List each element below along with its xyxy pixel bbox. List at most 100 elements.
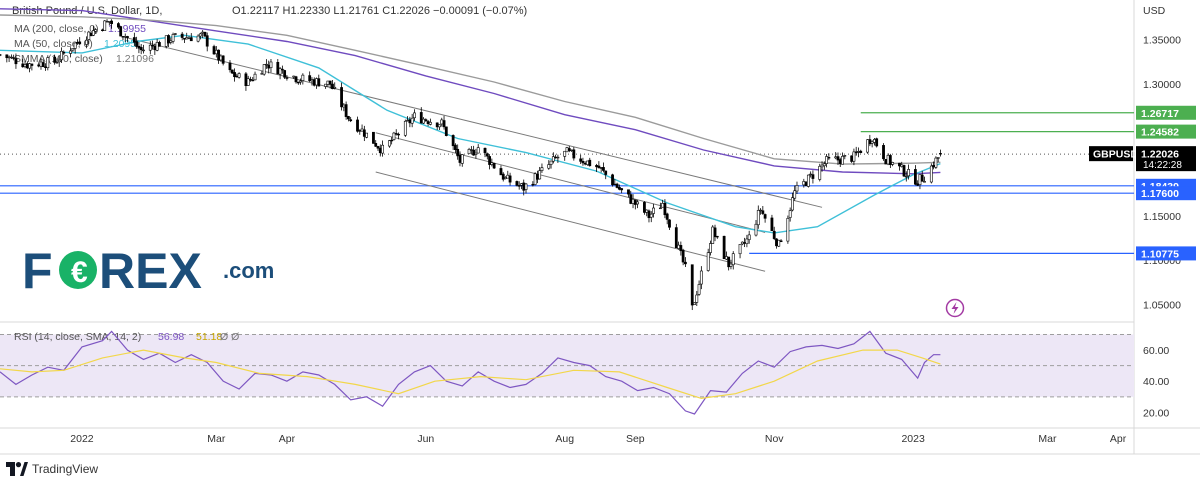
- legend-ma200[interactable]: MA (200, close, 0): [14, 23, 99, 35]
- candle-body: [913, 169, 917, 185]
- x-axis-tick: Mar: [207, 433, 226, 445]
- candle-body: [139, 47, 143, 51]
- candle-body: [763, 214, 767, 219]
- candle-body: [454, 144, 457, 151]
- legend-ma50-value: 1.2095: [104, 38, 136, 50]
- channel-line-2: [125, 37, 823, 208]
- candle-body: [599, 167, 603, 169]
- svg-text:€: €: [71, 256, 88, 289]
- candle-body: [428, 121, 432, 125]
- candle-body: [187, 37, 191, 40]
- candle-body: [173, 33, 177, 35]
- tradingview-brand[interactable]: TradingView: [6, 460, 98, 478]
- candle-body: [770, 217, 774, 231]
- candle-body: [547, 164, 551, 169]
- candle-body: [78, 41, 82, 45]
- candle-body: [362, 129, 366, 137]
- legend-smma[interactable]: SMMA (100, close): [14, 53, 103, 65]
- candle-body: [397, 133, 400, 136]
- candle-body: [663, 202, 667, 216]
- candle-body: [0, 54, 2, 56]
- candle-body: [615, 183, 619, 188]
- candle-body: [460, 154, 464, 164]
- candle-body: [827, 157, 831, 159]
- candle-body: [875, 138, 879, 147]
- candle-body: [107, 21, 111, 23]
- candle-body: [492, 162, 496, 169]
- candle-body: [804, 181, 808, 187]
- candle-body: [841, 155, 844, 165]
- candle-body: [488, 156, 491, 165]
- candle-body: [850, 155, 854, 162]
- candle-body: [679, 245, 683, 252]
- candle-body: [262, 64, 266, 75]
- candle-body: [870, 141, 874, 144]
- candle-body: [424, 119, 428, 122]
- candle-body: [549, 160, 553, 165]
- rsi-axis-tick: 60.00: [1143, 345, 1169, 357]
- level-label-box: [1136, 124, 1196, 139]
- candle-body: [920, 174, 924, 182]
- candle-body: [185, 37, 189, 40]
- chart-legend: British Pound / U.S. Dollar, 1D, O1.2211…: [12, 5, 527, 343]
- candle-body: [233, 72, 236, 78]
- candle-body: [809, 173, 813, 176]
- candle-body: [406, 119, 410, 122]
- rsi-pane: [0, 330, 941, 415]
- candle-body: [570, 149, 573, 152]
- candle-body: [44, 66, 47, 68]
- candle-body: [838, 159, 842, 164]
- legend-rsi[interactable]: RSI (14, close, SMA, 14, 2): [14, 331, 141, 343]
- candle-body: [900, 164, 904, 167]
- rsi-axis-tick: 20.00: [1143, 407, 1169, 419]
- last-price-label: 1.22026: [1141, 149, 1179, 161]
- legend-ma200-value: 1.19955: [108, 23, 146, 35]
- candle-body: [180, 33, 184, 38]
- candle-body: [315, 78, 318, 86]
- candle-body: [677, 244, 680, 249]
- candle-body: [643, 202, 646, 213]
- candle-body: [110, 20, 113, 25]
- candle-body: [14, 58, 18, 65]
- candle-body: [217, 49, 221, 61]
- candle-body: [652, 207, 655, 214]
- candle-body: [230, 69, 234, 74]
- candle-body: [94, 29, 98, 32]
- candle-body: [103, 20, 107, 31]
- candle-body: [260, 73, 264, 75]
- candle-body: [89, 32, 93, 37]
- price-axis-tick: 1.30000: [1143, 79, 1181, 91]
- candle-body: [727, 256, 731, 268]
- candle-body: [251, 79, 255, 82]
- candle-body: [611, 174, 614, 186]
- candle-body: [715, 235, 719, 238]
- candle-body: [5, 54, 9, 59]
- candle-body: [533, 173, 537, 185]
- candle-body: [572, 149, 576, 159]
- candle-body: [649, 213, 653, 218]
- tradingview-label: TradingView: [32, 462, 99, 476]
- candle-body: [30, 63, 34, 66]
- candle-body: [563, 150, 567, 157]
- candle-body: [695, 294, 699, 303]
- candle-body: [25, 63, 29, 69]
- candle-body: [795, 185, 799, 192]
- candle-body: [929, 165, 933, 183]
- candle-body: [779, 240, 783, 243]
- candle-body: [296, 81, 300, 84]
- candle-body: [508, 175, 512, 183]
- candle-body: [604, 170, 608, 175]
- candle-body: [581, 161, 585, 164]
- candle-body: [119, 26, 123, 37]
- candle-body: [636, 201, 639, 205]
- legend-ma50[interactable]: MA (50, close, 0): [14, 38, 93, 50]
- x-axis-tick: 2022: [70, 433, 94, 445]
- candle-body: [340, 87, 343, 108]
- candle-body: [244, 73, 248, 86]
- candle-body: [203, 31, 207, 37]
- candle-body: [413, 112, 416, 119]
- candle-body: [788, 210, 792, 218]
- flash-alert-icon[interactable]: [945, 298, 965, 318]
- candle-body: [121, 36, 125, 38]
